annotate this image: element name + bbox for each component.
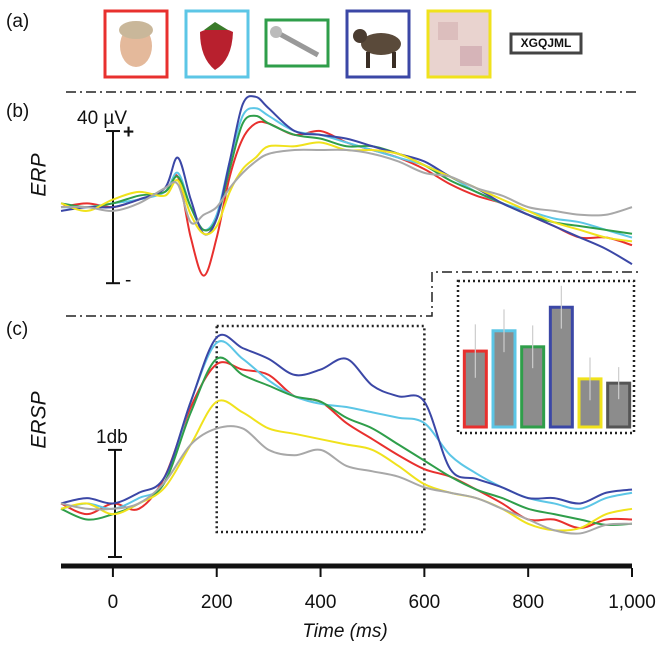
analysis-window <box>215 324 426 534</box>
separator <box>66 271 640 317</box>
leaf <box>204 22 228 30</box>
noise <box>438 22 458 40</box>
series-line <box>60 399 633 532</box>
x-tick-label: 600 <box>409 592 441 613</box>
x-axis-label: Time (ms) <box>302 621 387 642</box>
stimulus-noise <box>426 9 492 79</box>
series-line <box>60 95 633 266</box>
panel-label: (b) <box>6 101 29 122</box>
x-tick-label: 800 <box>512 592 544 613</box>
scale-bar-label: 1db <box>96 427 128 448</box>
series-line <box>60 148 633 225</box>
hyena-head <box>353 29 367 43</box>
stimuli: (a) XGQJML <box>6 9 583 79</box>
x-tick-label: 1,000 <box>608 592 656 613</box>
wrench <box>276 30 320 58</box>
strawberry <box>200 28 233 70</box>
panel-label: (c) <box>6 319 28 340</box>
x-tick-label: 200 <box>201 592 233 613</box>
x-tick-label: 400 <box>305 592 337 613</box>
series-line <box>60 141 633 243</box>
y-axis-label: ERSP <box>28 391 51 448</box>
hyena <box>361 33 401 55</box>
panel-label: (a) <box>6 11 29 32</box>
y-axis-label: ERP <box>28 153 51 196</box>
x-tick-label: 0 <box>108 592 119 613</box>
polarity-minus: - <box>125 270 131 291</box>
noise <box>460 46 482 66</box>
scale-bar-label: 40 µV <box>77 108 127 129</box>
hair <box>119 21 153 39</box>
wrench-head <box>270 26 282 38</box>
polarity-plus: + <box>123 122 134 143</box>
word: XGQJML <box>521 36 572 50</box>
series-line <box>60 356 633 527</box>
series-line <box>60 425 633 535</box>
series-line <box>60 333 633 505</box>
stimulus-word <box>509 32 583 55</box>
